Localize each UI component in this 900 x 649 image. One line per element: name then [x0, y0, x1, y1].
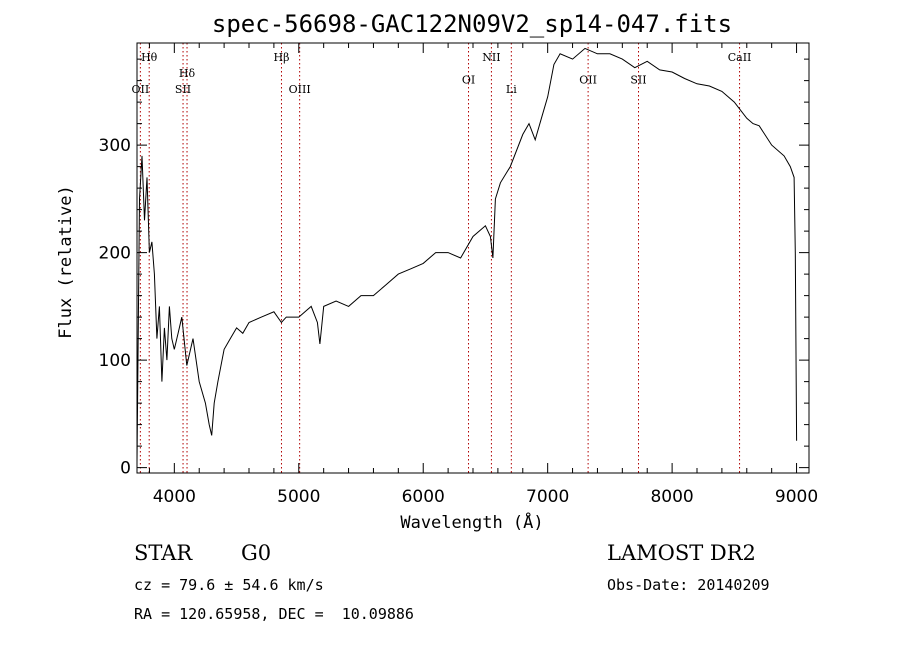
- object-subclass: G0: [241, 541, 272, 565]
- x-tick-label: 6000: [402, 487, 445, 507]
- plot-frame: [136, 42, 810, 474]
- chart-title: spec-56698-GAC122N09V2_sp14-047.fits: [212, 10, 732, 38]
- y-tick-label: 300: [99, 136, 131, 156]
- object-class: STAR: [134, 541, 193, 565]
- survey-name: LAMOST DR2: [607, 541, 756, 565]
- spectral-line-label: Hθ: [141, 51, 158, 64]
- coordinates: RA = 120.65958, DEC = 10.09886: [134, 605, 414, 623]
- spectral-line-markers: Hθ OII Hδ SII Hβ OIII OI NII Li OII SII CaII: [132, 43, 752, 473]
- spectral-line-label: OI: [462, 73, 475, 86]
- y-tick-label: 0: [120, 459, 131, 479]
- spectral-line-label: NII: [482, 51, 500, 64]
- spectral-line-label: OII: [132, 83, 150, 96]
- x-tick-label: 7000: [526, 487, 569, 507]
- y-axis-label: Flux (relative): [56, 185, 76, 339]
- spectral-line-label: Li: [506, 83, 517, 96]
- observation-date: Obs-Date: 20140209: [607, 576, 770, 594]
- spectral-line-label: CaII: [728, 51, 752, 64]
- x-tick-label: 5000: [277, 487, 320, 507]
- x-tick-label: 9000: [775, 487, 818, 507]
- x-tick-label: 8000: [650, 487, 693, 507]
- spectral-line-label: OII: [579, 73, 597, 86]
- x-axis-label: Wavelength (Å): [400, 511, 543, 533]
- redshift-velocity: cz = 79.6 ± 54.6 km/s: [134, 576, 324, 594]
- spectrum-series-line: [136, 47, 798, 463]
- axis-ticks: 4000 5000 6000 7000 8000 9000 0 100 200 300: [99, 43, 818, 507]
- spectral-line-label: SII: [630, 73, 646, 86]
- y-tick-label: 200: [99, 244, 131, 264]
- spectral-line-label: OIII: [289, 83, 311, 96]
- spectral-line-label: SII: [175, 83, 191, 96]
- spectral-line-label: Hδ: [179, 67, 196, 80]
- spectral-line-label: Hβ: [274, 51, 290, 64]
- y-tick-label: 100: [99, 351, 131, 371]
- x-tick-label: 4000: [153, 487, 196, 507]
